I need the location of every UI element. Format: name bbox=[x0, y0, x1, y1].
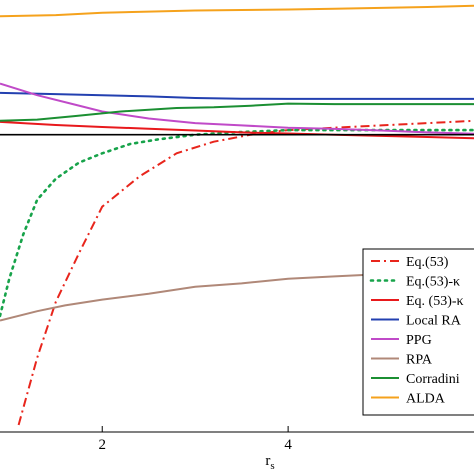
series-line-4 bbox=[0, 82, 474, 135]
legend-label-2: Eq. (53)-κ bbox=[406, 294, 464, 309]
legend-label-5: RPA bbox=[406, 353, 433, 368]
series-line-5 bbox=[0, 270, 428, 322]
x-axis-label: rs bbox=[265, 453, 274, 472]
series-line-7 bbox=[0, 4, 474, 18]
x-tick-label: 4 bbox=[284, 437, 292, 453]
legend-label-4: PPG bbox=[406, 333, 432, 348]
legend-label-3: Local RA bbox=[406, 314, 462, 329]
series-layer bbox=[0, 4, 474, 426]
legend-label-1: Eq.(53)-κ bbox=[406, 275, 460, 290]
legend: Eq.(53) Eq.(53)-κ Eq. (53)-κ Local RA PPG RPA… bbox=[362, 248, 474, 416]
x-axis-label-subscript: s bbox=[270, 460, 274, 472]
legend-label-6: Corradini bbox=[406, 372, 460, 387]
series-line-3 bbox=[0, 91, 474, 100]
legend-label-0: Eq.(53) bbox=[406, 255, 449, 270]
legend-box bbox=[362, 248, 474, 416]
x-tick-label: 2 bbox=[98, 437, 106, 453]
series-line-0 bbox=[17, 119, 474, 426]
series-line-6 bbox=[0, 102, 474, 122]
legend-label-7: ALDA bbox=[406, 392, 446, 407]
x-axis-label-main: r bbox=[265, 453, 270, 469]
series-line-2 bbox=[0, 120, 474, 140]
